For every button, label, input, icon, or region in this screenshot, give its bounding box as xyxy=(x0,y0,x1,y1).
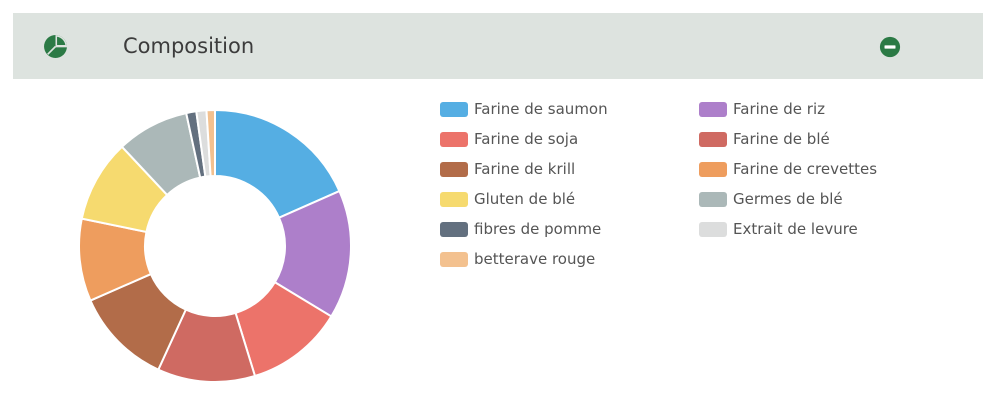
legend-swatch xyxy=(440,251,468,267)
legend-swatch xyxy=(440,191,468,207)
legend-label: fibres de pomme xyxy=(474,220,602,238)
legend-item[interactable]: Germes de blé xyxy=(699,184,843,214)
legend-label: Farine de saumon xyxy=(474,100,608,118)
legend-item[interactable]: Gluten de blé xyxy=(440,184,575,214)
legend-swatch xyxy=(699,161,727,177)
legend-label: Farine de crevettes xyxy=(733,160,878,178)
legend-item[interactable]: Farine de krill xyxy=(440,154,575,184)
legend-label: Extrait de levure xyxy=(733,220,858,238)
legend-item[interactable]: Farine de riz xyxy=(699,94,825,124)
legend-label: betterave rouge xyxy=(474,250,596,268)
legend-item[interactable]: Farine de saumon xyxy=(440,94,608,124)
legend-item[interactable]: Farine de soja xyxy=(440,124,578,154)
legend-swatch xyxy=(440,101,468,117)
legend-swatch xyxy=(699,191,727,207)
pie-slice-farine-de-saumon[interactable] xyxy=(214,108,341,220)
donut-svg xyxy=(78,108,352,383)
pie-slice-betterave-rouge[interactable] xyxy=(205,108,216,178)
legend-item[interactable]: betterave rouge xyxy=(440,244,595,274)
legend-label: Farine de soja xyxy=(474,130,579,148)
legend-label: Farine de blé xyxy=(733,130,830,148)
legend-item[interactable]: Farine de blé xyxy=(699,124,830,154)
legend-label: Gluten de blé xyxy=(474,190,576,208)
legend-swatch xyxy=(440,131,468,147)
legend-swatch xyxy=(440,221,468,237)
legend-swatch xyxy=(440,161,468,177)
collapse-button[interactable] xyxy=(879,36,901,58)
legend-swatch xyxy=(699,131,727,147)
composition-donut-chart xyxy=(75,106,355,386)
panel-header: Composition xyxy=(13,13,983,79)
pie-chart-icon xyxy=(44,35,67,58)
legend-item[interactable]: Farine de crevettes xyxy=(699,154,877,184)
legend-label: Farine de krill xyxy=(474,160,576,178)
legend-swatch xyxy=(699,101,727,117)
panel-title: Composition xyxy=(123,34,255,58)
legend-item[interactable]: Extrait de levure xyxy=(699,214,858,244)
legend-label: Farine de riz xyxy=(733,100,826,118)
legend-label: Germes de blé xyxy=(733,190,843,208)
legend-swatch xyxy=(699,221,727,237)
legend-item[interactable]: fibres de pomme xyxy=(440,214,601,244)
